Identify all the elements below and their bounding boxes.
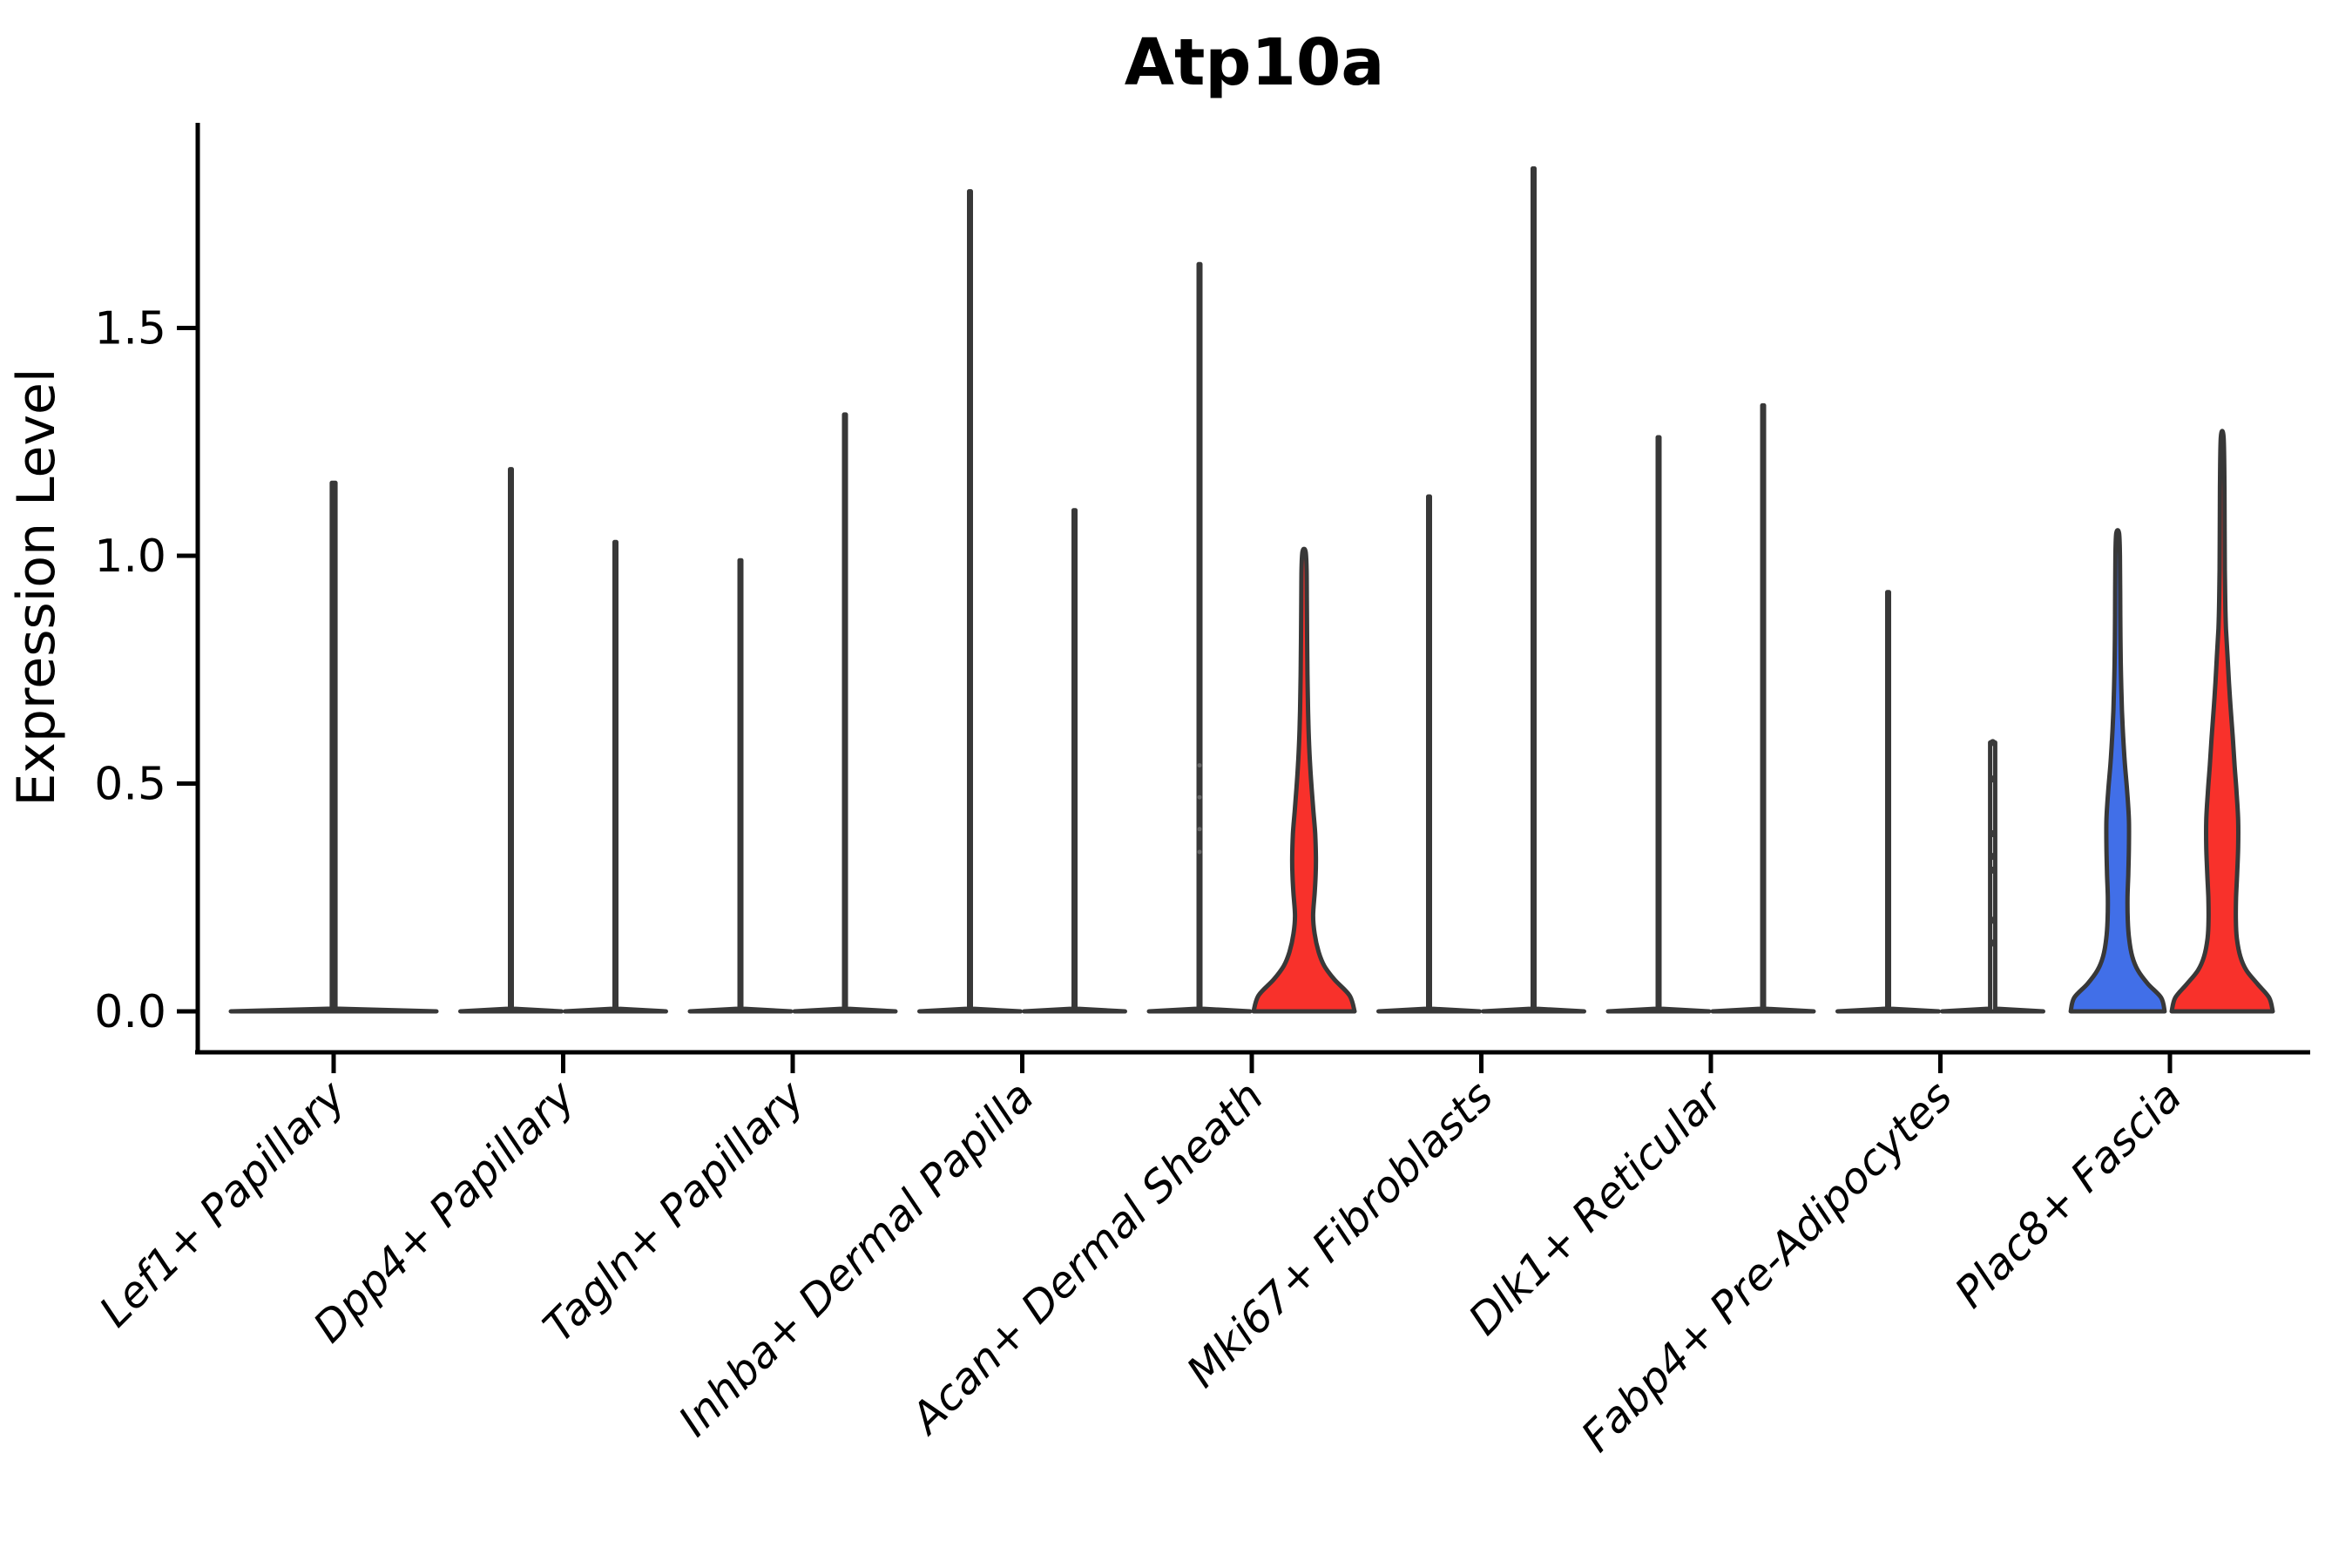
violin-1-right	[563, 539, 668, 1014]
violin-7-right	[1940, 740, 2045, 1014]
axes: 0.0 0.5 1.0 1.5	[94, 123, 2310, 1073]
x-tick-label-8: Plac8+ Fascia	[1945, 1071, 2191, 1317]
violin-5-left	[1376, 494, 1482, 1014]
chart-title: Atp10a	[1125, 25, 1385, 100]
jitter-dot	[1197, 849, 1202, 855]
y-tick-label: 0.5	[94, 759, 166, 811]
jitter-dot	[1989, 775, 1997, 783]
violin-6-left	[1605, 435, 1712, 1014]
violin-8-right	[2169, 429, 2275, 1014]
x-tick-label-0: Lef1+ Papillary	[90, 1071, 355, 1336]
y-axis-label: Expression Level	[6, 368, 67, 806]
jitter-dot	[1989, 739, 1997, 747]
jitter-dot	[1989, 853, 1997, 861]
jitter-dot	[1989, 939, 1997, 947]
y-tick-label: 1.5	[94, 303, 166, 355]
jitter-dot	[1197, 794, 1202, 800]
jitter-dot	[1989, 916, 1997, 924]
violin-7-left	[1835, 590, 1941, 1014]
violin-5-right	[1481, 166, 1586, 1014]
violin-4-left	[1146, 261, 1253, 1014]
y-tick-label: 0.0	[94, 986, 166, 1038]
violin-3-left	[917, 189, 1023, 1014]
violin-1-left	[458, 467, 564, 1014]
violin-6-right	[1710, 402, 1816, 1014]
x-tick-label-7: Fabp4+ Pre-Adipocytes	[1571, 1071, 1962, 1462]
jitter-dot	[1989, 866, 1997, 874]
violins-layer	[228, 166, 2275, 1014]
jitter-dot	[1197, 827, 1202, 832]
violin-0-center	[228, 480, 439, 1014]
y-tick-label: 1.0	[94, 531, 166, 583]
violin-8-left	[2068, 528, 2167, 1014]
violin-2-right	[792, 412, 898, 1014]
violin-2-left	[687, 558, 794, 1014]
violin-4-right	[1251, 546, 1357, 1014]
x-tick-label-6: Dlk1+ Reticular	[1459, 1070, 1734, 1344]
jitter-dot	[1197, 763, 1202, 768]
violin-3-right	[1022, 508, 1127, 1014]
jitter-dot	[1989, 830, 1997, 838]
